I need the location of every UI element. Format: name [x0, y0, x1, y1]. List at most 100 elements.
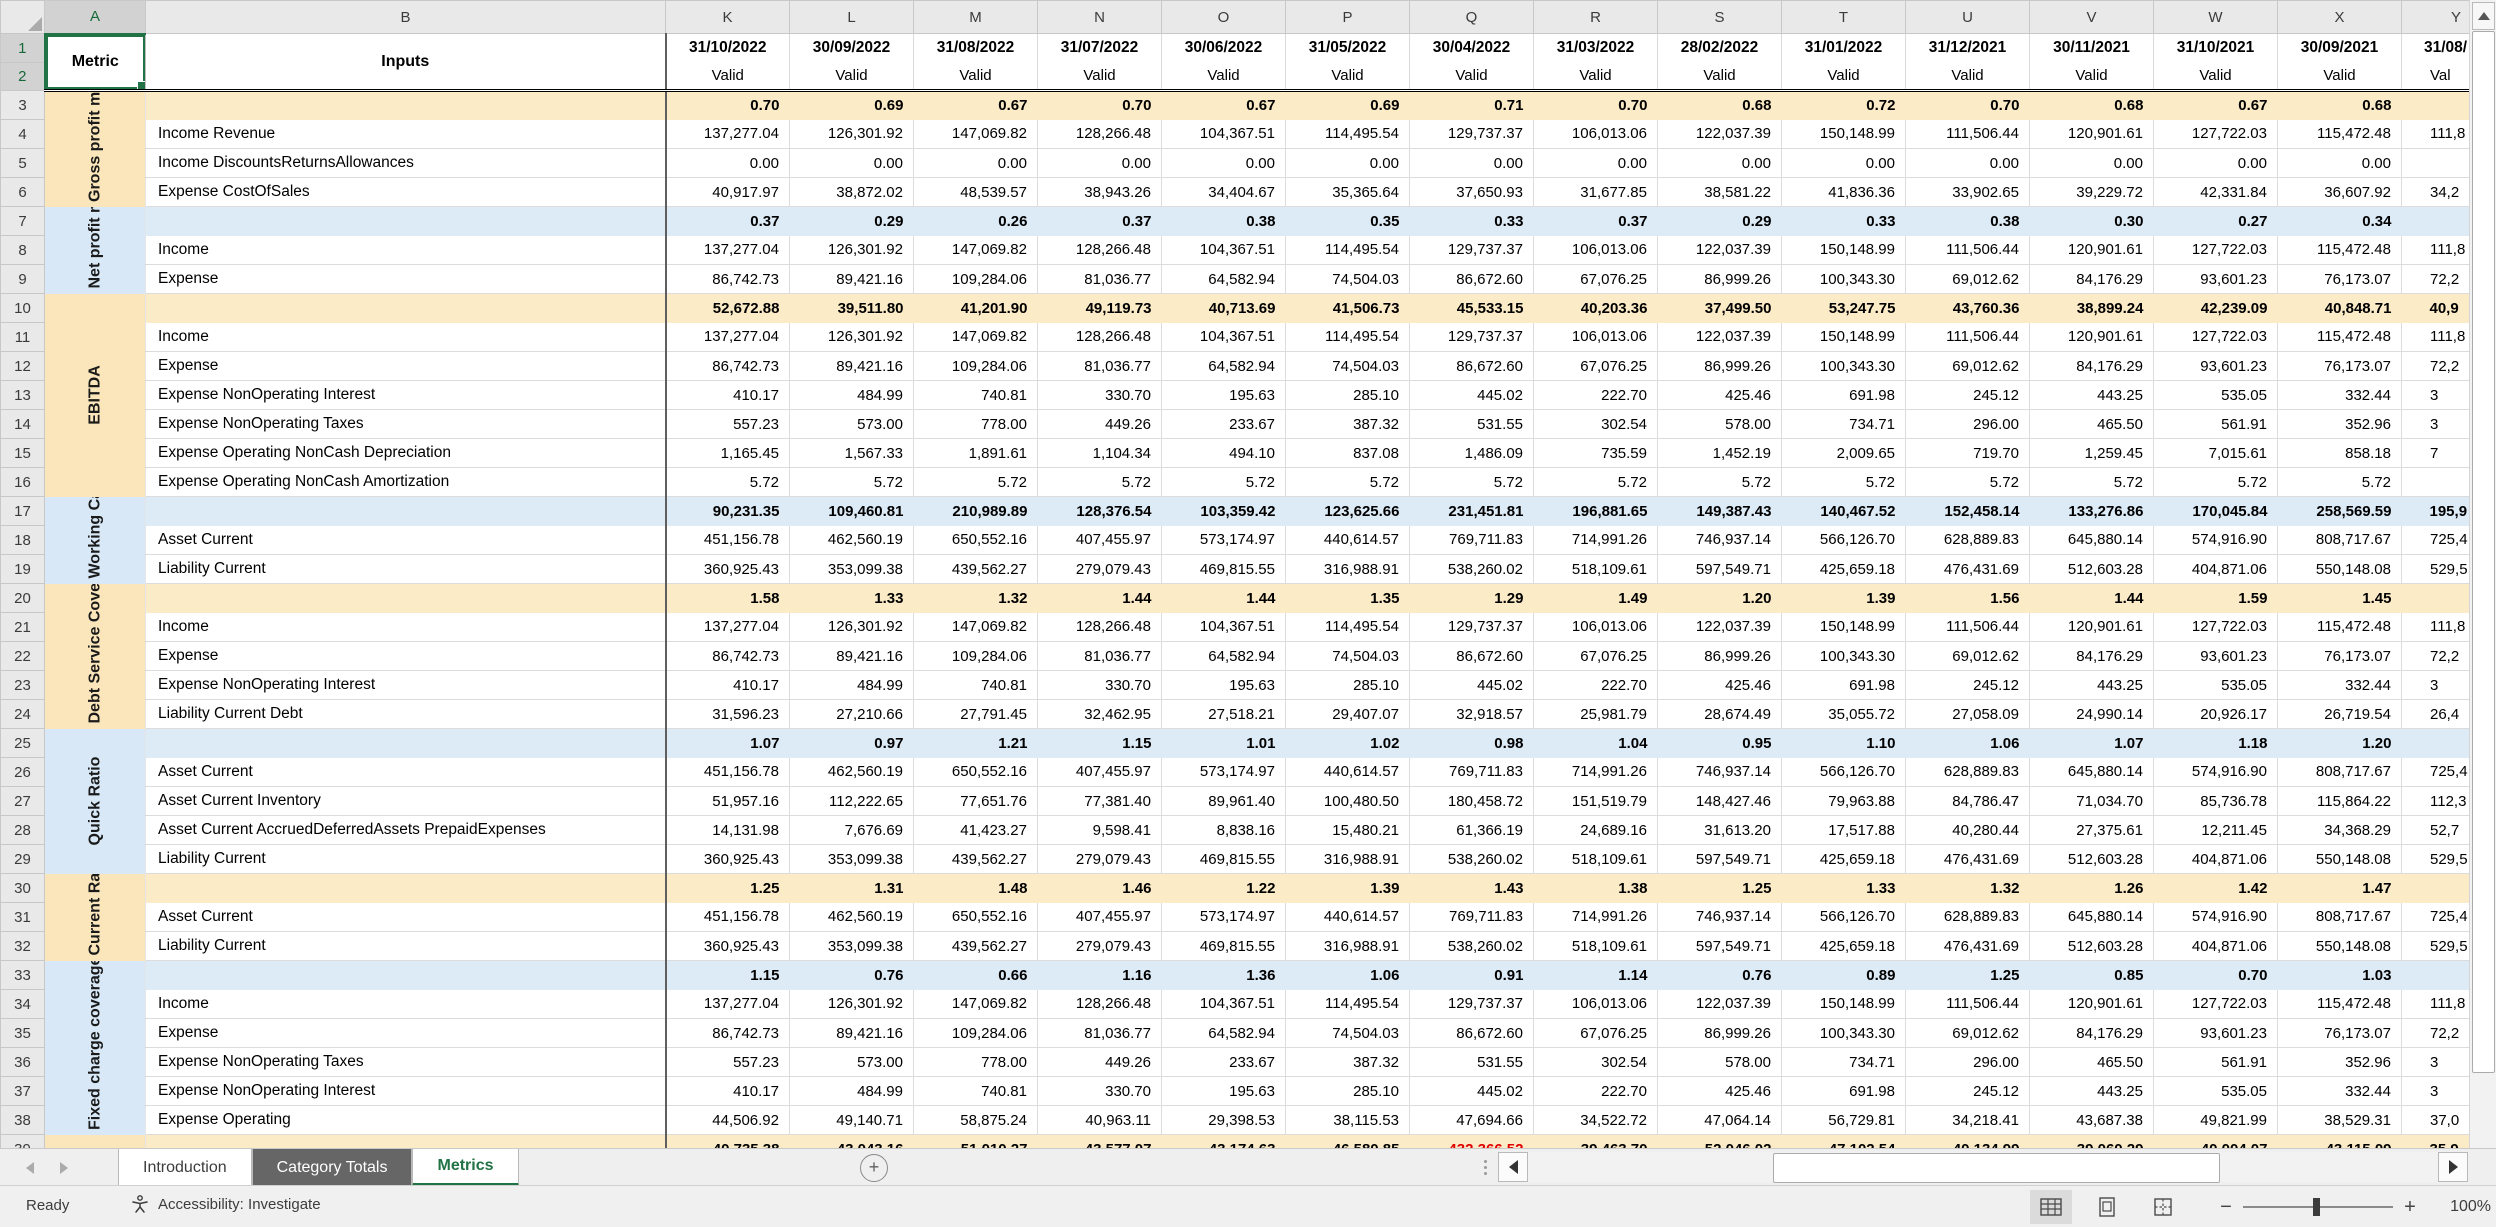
- group-label-debt-service-coverage[interactable]: Debt Service Coverage: [44, 583, 146, 729]
- scroll-left-button[interactable]: [1498, 1152, 1528, 1182]
- cell-W2[interactable]: Valid: [2153, 62, 2278, 92]
- cell-R11[interactable]: 106,013.06: [1533, 322, 1658, 352]
- cell-T29[interactable]: 425,659.18: [1781, 844, 1906, 874]
- cell-Q17[interactable]: 231,451.81: [1409, 496, 1534, 526]
- cell-V21[interactable]: 120,901.61: [2029, 612, 2154, 642]
- cell-N13[interactable]: 330.70: [1037, 380, 1162, 410]
- group-label-unlabeled[interactable]: [44, 1134, 146, 1148]
- cell-U1[interactable]: 31/12/2021: [1905, 33, 2030, 63]
- cell-S23[interactable]: 425.46: [1657, 670, 1782, 700]
- cell-U34[interactable]: 111,506.44: [1905, 989, 2030, 1019]
- cell-W8[interactable]: 127,722.03: [2153, 235, 2278, 265]
- cell-U39[interactable]: 40,134.99: [1905, 1134, 2030, 1148]
- cell-U8[interactable]: 111,506.44: [1905, 235, 2030, 265]
- cell-L30[interactable]: 1.31: [789, 873, 914, 903]
- cell-Q7[interactable]: 0.33: [1409, 206, 1534, 236]
- cell-T18[interactable]: 566,126.70: [1781, 525, 1906, 555]
- cell-L1[interactable]: 30/09/2022: [789, 33, 914, 63]
- cell-M36[interactable]: 778.00: [913, 1047, 1038, 1077]
- cell-B28[interactable]: Asset Current AccruedDeferredAssets Prep…: [145, 815, 666, 845]
- cell-B31[interactable]: Asset Current: [145, 902, 666, 932]
- cell-B32[interactable]: Liability Current: [145, 931, 666, 961]
- cell-Q34[interactable]: 129,737.37: [1409, 989, 1534, 1019]
- cell-V34[interactable]: 120,901.61: [2029, 989, 2154, 1019]
- cell-O31[interactable]: 573,174.97: [1161, 902, 1286, 932]
- cell-K24[interactable]: 31,596.23: [664, 699, 790, 729]
- cell-W18[interactable]: 574,916.90: [2153, 525, 2278, 555]
- cell-V14[interactable]: 465.50: [2029, 409, 2154, 439]
- cell-N1[interactable]: 31/07/2022: [1037, 33, 1162, 63]
- col-header-A[interactable]: A: [44, 0, 146, 35]
- cell-M33[interactable]: 0.66: [913, 960, 1038, 990]
- cell-Y16[interactable]: [2401, 467, 2470, 497]
- cell-Q33[interactable]: 0.91: [1409, 960, 1534, 990]
- cell-Y29[interactable]: 529,5: [2401, 844, 2470, 874]
- cell-X4[interactable]: 115,472.48: [2277, 119, 2402, 149]
- cell-V11[interactable]: 120,901.61: [2029, 322, 2154, 352]
- cell-T22[interactable]: 100,343.30: [1781, 641, 1906, 671]
- cell-T15[interactable]: 2,009.65: [1781, 438, 1906, 468]
- cell-B39[interactable]: [145, 1134, 666, 1148]
- cell-S11[interactable]: 122,037.39: [1657, 322, 1782, 352]
- cell-R10[interactable]: 40,203.36: [1533, 293, 1658, 323]
- cell-B6[interactable]: Expense CostOfSales: [145, 177, 666, 207]
- cell-N29[interactable]: 279,079.43: [1037, 844, 1162, 874]
- cell-Y14[interactable]: 3: [2401, 409, 2470, 439]
- cell-K7[interactable]: 0.37: [664, 206, 790, 236]
- cell-L12[interactable]: 89,421.16: [789, 351, 914, 381]
- cell-O19[interactable]: 469,815.55: [1161, 554, 1286, 584]
- cell-B36[interactable]: Expense NonOperating Taxes: [145, 1047, 666, 1077]
- cell-X8[interactable]: 115,472.48: [2277, 235, 2402, 265]
- cell-L25[interactable]: 0.97: [789, 728, 914, 758]
- cell-O26[interactable]: 573,174.97: [1161, 757, 1286, 787]
- cell-P26[interactable]: 440,614.57: [1285, 757, 1410, 787]
- row-header-37[interactable]: 37: [0, 1076, 45, 1106]
- cell-T13[interactable]: 691.98: [1781, 380, 1906, 410]
- cell-T12[interactable]: 100,343.30: [1781, 351, 1906, 381]
- row-header-38[interactable]: 38: [0, 1105, 45, 1135]
- cell-A1-metric[interactable]: Metric: [44, 33, 146, 92]
- cell-U28[interactable]: 40,280.44: [1905, 815, 2030, 845]
- cell-O5[interactable]: 0.00: [1161, 148, 1286, 178]
- cell-N10[interactable]: 49,119.73: [1037, 293, 1162, 323]
- cell-O30[interactable]: 1.22: [1161, 873, 1286, 903]
- cell-X29[interactable]: 550,148.08: [2277, 844, 2402, 874]
- cell-V23[interactable]: 443.25: [2029, 670, 2154, 700]
- cell-Y34[interactable]: 111,8: [2401, 989, 2470, 1019]
- cell-Q38[interactable]: 47,694.66: [1409, 1105, 1534, 1135]
- cell-Y17[interactable]: 195,9: [2401, 496, 2470, 526]
- cell-X20[interactable]: 1.45: [2277, 583, 2402, 613]
- cell-P34[interactable]: 114,495.54: [1285, 989, 1410, 1019]
- cell-K34[interactable]: 137,277.04: [664, 989, 790, 1019]
- row-header-11[interactable]: 11: [0, 322, 45, 352]
- row-header-12[interactable]: 12: [0, 351, 45, 381]
- cell-Y9[interactable]: 72,2: [2401, 264, 2470, 294]
- cell-U18[interactable]: 628,889.83: [1905, 525, 2030, 555]
- page-break-view-button[interactable]: [2142, 1190, 2184, 1224]
- cell-P36[interactable]: 387.32: [1285, 1047, 1410, 1077]
- cell-R33[interactable]: 1.14: [1533, 960, 1658, 990]
- row-header-15[interactable]: 15: [0, 438, 45, 468]
- cell-O15[interactable]: 494.10: [1161, 438, 1286, 468]
- cell-K2[interactable]: Valid: [664, 62, 790, 92]
- cell-K31[interactable]: 451,156.78: [664, 902, 790, 932]
- row-header-35[interactable]: 35: [0, 1018, 45, 1048]
- cell-N34[interactable]: 128,266.48: [1037, 989, 1162, 1019]
- cell-O10[interactable]: 40,713.69: [1161, 293, 1286, 323]
- cell-W31[interactable]: 574,916.90: [2153, 902, 2278, 932]
- cell-V39[interactable]: 39,060.29: [2029, 1134, 2154, 1148]
- cell-Q5[interactable]: 0.00: [1409, 148, 1534, 178]
- cell-O1[interactable]: 30/06/2022: [1161, 33, 1286, 63]
- cell-U23[interactable]: 245.12: [1905, 670, 2030, 700]
- cell-U12[interactable]: 69,012.62: [1905, 351, 2030, 381]
- cell-X30[interactable]: 1.47: [2277, 873, 2402, 903]
- cell-X10[interactable]: 40,848.71: [2277, 293, 2402, 323]
- cell-Q30[interactable]: 1.43: [1409, 873, 1534, 903]
- row-header-14[interactable]: 14: [0, 409, 45, 439]
- cell-Y31[interactable]: 725,4: [2401, 902, 2470, 932]
- cell-W23[interactable]: 535.05: [2153, 670, 2278, 700]
- cell-N2[interactable]: Valid: [1037, 62, 1162, 92]
- cell-S10[interactable]: 37,499.50: [1657, 293, 1782, 323]
- cell-K35[interactable]: 86,742.73: [664, 1018, 790, 1048]
- tab-category-totals[interactable]: Category Totals: [251, 1149, 413, 1186]
